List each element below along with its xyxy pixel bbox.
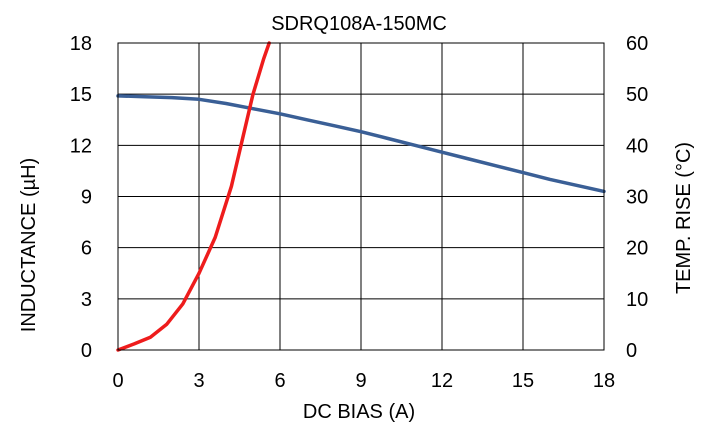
y-tick-label: 12 bbox=[70, 135, 92, 157]
x-tick-label: 15 bbox=[512, 370, 534, 392]
tick-labels: 0 3 6 9 12 15 18 0 3 6 9 12 15 18 0 10 20 30 40 50 60 bbox=[70, 33, 649, 392]
x-tick-label: 12 bbox=[431, 370, 453, 392]
x-tick-label: 3 bbox=[193, 370, 204, 392]
y-tick-label: 0 bbox=[81, 340, 92, 362]
y-tick-label: 15 bbox=[70, 84, 92, 106]
y2-tick-label: 60 bbox=[626, 33, 648, 55]
inductance-series-line bbox=[116, 94, 606, 194]
y-tick-label: 6 bbox=[81, 238, 92, 260]
x-tick-label: 18 bbox=[593, 370, 615, 392]
y2-axis-title: TEMP. RISE (°C) bbox=[673, 142, 695, 294]
y2-tick-label: 20 bbox=[626, 238, 648, 260]
y2-tick-label: 40 bbox=[626, 135, 648, 157]
x-axis-title: DC BIAS (A) bbox=[303, 401, 415, 423]
y2-tick-label: 0 bbox=[626, 340, 637, 362]
x-tick-label: 9 bbox=[355, 370, 366, 392]
y2-tick-label: 10 bbox=[626, 289, 648, 311]
y-tick-label: 3 bbox=[81, 289, 92, 311]
temp-rise-series-line bbox=[116, 41, 271, 352]
y-axis-title: INDUCTANCE (µH) bbox=[18, 158, 40, 332]
y2-tick-label: 50 bbox=[626, 84, 648, 106]
grid-lines bbox=[117, 42, 605, 351]
y2-tick-label: 30 bbox=[626, 187, 648, 209]
chart-title: SDRQ108A-150MC bbox=[271, 13, 447, 35]
series-layer bbox=[116, 41, 606, 352]
x-tick-label: 6 bbox=[274, 370, 285, 392]
y-tick-label: 9 bbox=[81, 187, 92, 209]
y-tick-label: 18 bbox=[70, 33, 92, 55]
plot-frame bbox=[117, 42, 605, 351]
x-tick-label: 0 bbox=[112, 370, 123, 392]
